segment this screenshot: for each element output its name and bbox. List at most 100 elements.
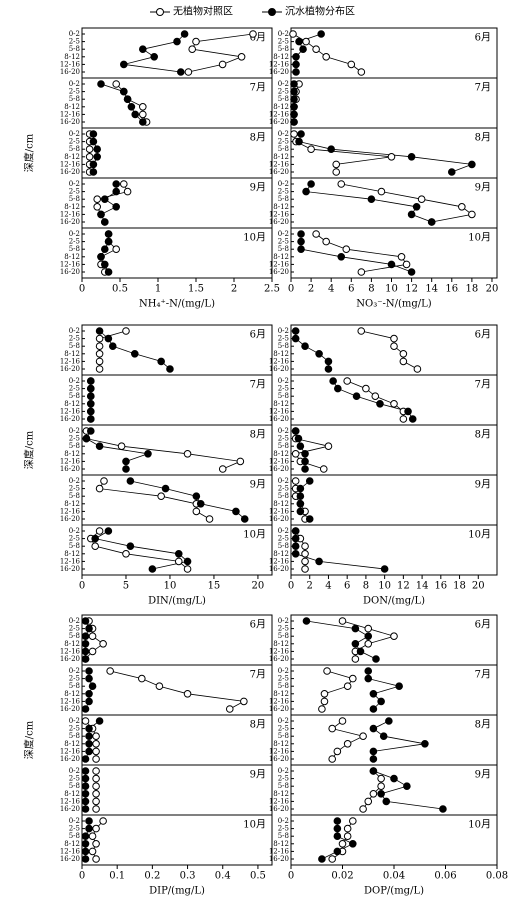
x-tick-label: 1: [155, 284, 161, 295]
data-point: [349, 817, 357, 825]
data-point: [81, 832, 90, 841]
y-tick-label: 8-12: [64, 400, 80, 408]
y-tick-label: 8-12: [273, 253, 289, 261]
data-point: [104, 268, 113, 276]
y-tick-label: 0-2: [278, 617, 289, 625]
data-point: [468, 160, 476, 169]
x-tick-label: 14: [416, 581, 429, 592]
data-point: [315, 350, 323, 358]
y-tick-label: 16-20: [269, 465, 289, 473]
data-point: [372, 655, 380, 663]
x-tick-label: 0.1: [109, 871, 125, 882]
y-tick-label: 2-5: [69, 138, 80, 146]
y-tick-label: 8-12: [273, 450, 289, 458]
data-point: [322, 53, 330, 61]
y-tick-label: 5-8: [69, 682, 80, 690]
y-tick-label: 12-16: [269, 557, 290, 565]
data-point: [81, 617, 90, 625]
data-point: [183, 565, 192, 573]
data-point: [292, 60, 300, 69]
y-tick-label: 16-20: [269, 168, 289, 176]
panel-frame: [290, 714, 498, 766]
data-point: [85, 145, 94, 153]
data-point: [318, 855, 326, 863]
data-point: [85, 747, 93, 756]
y-tick-label: 12-16: [60, 357, 81, 365]
panel-frame: [81, 714, 273, 766]
x-tick-label: 0: [79, 871, 85, 882]
panel-label: 8月: [250, 719, 266, 731]
y-tick-label: 16-20: [269, 68, 289, 76]
data-point: [380, 565, 389, 573]
data-point: [112, 80, 120, 88]
y-tick-label: 2-5: [278, 38, 289, 46]
data-point: [183, 690, 192, 698]
y-tick-label: 0-2: [69, 477, 80, 485]
data-point: [81, 847, 90, 856]
y-tick-label: 0-2: [69, 80, 80, 88]
x-tick-label: 6: [344, 581, 350, 592]
y-tick-label: 5-8: [278, 45, 289, 53]
y-tick-label: 2-5: [69, 675, 80, 683]
data-point: [305, 477, 314, 485]
x-tick-label: 12: [405, 284, 418, 295]
x-tick-label: 0.5: [250, 871, 266, 882]
y-tick-label: 0-2: [278, 667, 289, 675]
data-point: [382, 797, 391, 806]
x-tick-label: 16: [434, 581, 447, 592]
data-point: [359, 805, 367, 813]
data-point: [148, 565, 157, 573]
y-tick-label: 16-20: [269, 805, 289, 813]
data-point: [188, 45, 196, 54]
data-point: [112, 203, 120, 211]
data-point: [294, 434, 303, 443]
panel-frame: [290, 77, 498, 129]
y-tick-label: 12-16: [60, 210, 81, 218]
y-tick-label: 8-12: [64, 253, 80, 261]
data-point: [85, 740, 93, 748]
x-axis-label: DIN/(mg/L): [148, 596, 206, 607]
data-point: [86, 400, 95, 408]
data-point: [89, 130, 98, 138]
panel-label: 7月: [475, 669, 491, 681]
data-point: [192, 37, 200, 46]
data-point: [85, 732, 93, 741]
y-tick-label: 8-12: [64, 103, 80, 111]
series-line: [361, 330, 418, 370]
data-point: [139, 118, 147, 126]
data-point: [417, 195, 426, 203]
y-tick-label: 2-5: [278, 435, 289, 443]
data-point: [343, 740, 352, 748]
data-point: [95, 484, 104, 493]
data-point: [342, 245, 351, 253]
data-point: [333, 817, 342, 825]
panel-label: 7月: [250, 669, 266, 681]
x-tick-label: 0.3: [180, 871, 196, 882]
data-point: [369, 767, 378, 775]
y-tick-label: 5-8: [69, 782, 80, 790]
data-point: [399, 350, 408, 358]
y-tick-label: 2-5: [69, 725, 80, 733]
y-tick-label: 8-12: [273, 203, 289, 211]
y-tick-label: 2-5: [278, 88, 289, 96]
y-tick-label: 8-12: [64, 53, 80, 61]
x-axis-label: DIP/(mg/L): [149, 886, 205, 897]
data-point: [122, 327, 130, 335]
x-tick-label: 10: [164, 581, 177, 592]
y-tick-label: 8-12: [64, 350, 80, 358]
data-point: [161, 484, 170, 493]
x-tick-label: 0.08: [486, 871, 508, 882]
panel-frame: [290, 474, 498, 526]
data-point: [369, 747, 378, 756]
y-tick-label: 5-8: [278, 782, 289, 790]
x-tick-label: 4: [328, 284, 334, 295]
data-point: [439, 805, 447, 813]
data-point: [88, 632, 97, 641]
data-point: [122, 465, 130, 473]
data-point: [120, 87, 128, 96]
panel-frame: [81, 524, 273, 576]
y-tick-label: 5-8: [69, 492, 80, 500]
data-point: [390, 774, 398, 783]
x-tick-label: 15: [208, 581, 221, 592]
data-point: [95, 365, 104, 373]
